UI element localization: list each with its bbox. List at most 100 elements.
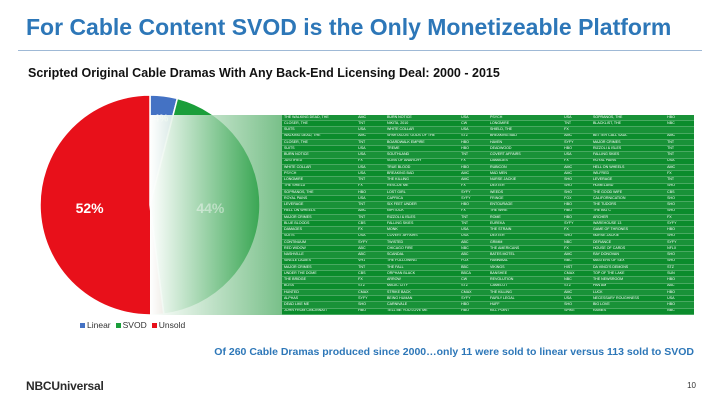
table-cell: SHO: [562, 176, 591, 184]
table-cell: BURN NOTICE: [282, 151, 357, 159]
table-row: JOHN FROM CINCINNATI HBO TELL ME YOU LOVE …: [282, 308, 694, 316]
table-cell: DEXTER: [487, 233, 563, 240]
table-cell: USA: [459, 115, 488, 122]
table-cell: LUCK: [590, 289, 666, 297]
table-cell: USA: [459, 233, 488, 240]
table-cell: SHO: [665, 233, 694, 240]
table-cell: TNT: [459, 214, 488, 222]
legend-swatch-linear: [80, 322, 85, 328]
table-cell: THE KILLING: [487, 289, 563, 297]
table-cell: BBCA: [459, 270, 488, 278]
table-cell: FX: [562, 245, 591, 253]
table-cell: TNT: [459, 220, 488, 228]
table-cell: SYFY: [665, 220, 694, 228]
table-cell: AMC: [562, 133, 591, 140]
table-row: MAJOR CRIMES TNT RIZZOLI & ISLES TNT ROME HBO…: [282, 214, 694, 222]
table-cell: STZ: [562, 283, 591, 290]
table-row: LONGMIRE TNT THE KILLING AMC NURSE JACKIE SHO…: [282, 176, 694, 184]
table-cell: AMC: [562, 251, 591, 259]
table-cell: CBS: [356, 270, 385, 278]
table-cell: WILFRED: [590, 170, 666, 178]
table-cell: SHO: [562, 233, 591, 240]
table-cell: HBO: [665, 289, 694, 297]
table-cell: TWISTED: [384, 239, 460, 247]
table-cell: NBC: [459, 245, 488, 253]
table-cell: SOPRANOS, THE: [590, 115, 666, 122]
table-cell: TNT: [356, 120, 385, 128]
pie-label-unsold: 52%: [76, 200, 105, 216]
table-cell: BEING HUMAN: [384, 295, 460, 303]
table-row: MAJOR CRIMES TNT THE FALL BBC VIKINGS HIST DA …: [282, 264, 694, 272]
table-cell: BBC: [459, 264, 488, 272]
table-cell: CAPRICA: [384, 195, 460, 203]
slide-title: For Cable Content SVOD is the Only Monet…: [26, 14, 672, 40]
table-cell: MAD MEN: [487, 170, 563, 178]
table-row: LEVERAGE TNT SIX FEET UNDER HBO ENTOURAGE HBO…: [282, 201, 694, 209]
table-row: ALPHAS SYFY BEING HUMAN SYFY FAIRLY LEGAL USA…: [282, 295, 694, 303]
table-cell: HBO: [356, 189, 385, 197]
legend-item-linear: Linear: [80, 320, 111, 330]
pie-slice-unsold: [39, 95, 165, 316]
table-cell: CALIFORNICATION: [590, 195, 666, 203]
table-cell: SHO: [562, 189, 591, 197]
table-cell: HOMELAND: [590, 183, 666, 190]
table-cell: TNT: [562, 120, 591, 128]
table-row: DEAD LIKE ME SHO CARNIVALE HBO HUFF SHO BIG LO…: [282, 301, 694, 309]
table-cell: AMC: [356, 208, 385, 215]
table-cell: SOUTHLAND: [384, 151, 460, 159]
table-row: CLOSER, THE TNT NIKITA, 2010 CW LONGMIRE TNT B…: [282, 120, 694, 128]
table-row: SUITS USA TREME HBO DEADWOOD HBO RIZZOLI & ISL…: [282, 145, 694, 153]
table-cell: HELL ON WHEELS: [590, 164, 666, 172]
table-cell: FX: [665, 170, 694, 178]
table-cell: FALLING SKIES: [384, 220, 460, 228]
table-cell: THE AMERICANS: [487, 245, 563, 253]
table-cell: THE NEWSROOM: [590, 276, 666, 284]
table-cell: HBO: [459, 308, 488, 316]
table-cell: CMAX: [356, 289, 385, 297]
title-divider: [18, 50, 702, 51]
table-cell: NECESSARY ROUGHNESS: [590, 295, 666, 303]
table-cell: AMC: [665, 133, 694, 140]
table-cell: DEXTER: [487, 183, 563, 190]
table-cell: USA: [665, 158, 694, 165]
table-cell: WHITE COLLAR: [282, 164, 357, 172]
table-row: PSYCH USA BREAKING BAD AMC MAD MEN AMC WILFRED…: [282, 170, 694, 178]
table-cell: NBC: [562, 276, 591, 284]
table-cell: SYFY: [562, 139, 591, 147]
legend-item-svod: SVOD: [115, 320, 147, 330]
table-cell: HBO: [665, 301, 694, 309]
table-cell: USA: [356, 170, 385, 178]
table-cell: CAMELOT: [487, 283, 563, 290]
legend-item-unsold: Unsold: [151, 320, 185, 330]
table-cell: ROYAL PAINS: [282, 195, 357, 203]
table-cell: THE BRIDGE: [282, 276, 357, 284]
table-cell: TNT: [356, 264, 385, 272]
table-cell: NIKITA, 2010: [384, 120, 460, 128]
table-cell: TNT: [356, 139, 385, 147]
table-cell: SHO: [665, 183, 694, 190]
table-cell: FALLING SKIES: [590, 151, 666, 159]
table-cell: THE KILLING: [384, 176, 460, 184]
table-cell: CBS: [665, 189, 694, 197]
table-cell: TNT: [459, 151, 488, 159]
table-cell: [665, 126, 694, 134]
chart-legend: Linear SVOD Unsold: [80, 320, 185, 330]
table-cell: ABC: [665, 283, 694, 290]
table-cell: DEAD LIKE ME: [282, 301, 357, 309]
table-cell: SHO: [665, 208, 694, 215]
table-cell: THE SHIELD: [282, 183, 357, 190]
table-cell: HIST: [562, 264, 591, 272]
table-cell: ABC: [459, 239, 488, 247]
table-cell: ABC: [459, 251, 488, 259]
table-cell: COVERT AFFAIRS: [384, 233, 460, 240]
table-cell: THE TUDORS: [590, 201, 666, 209]
table-cell: NBC: [562, 239, 591, 247]
table-cell: FX: [459, 208, 488, 215]
table-cell: FX: [562, 226, 591, 234]
table-cell: WALKING DEAD, THE: [282, 133, 357, 140]
legend-label-linear: Linear: [87, 320, 111, 330]
table-cell: CHICAGO FIRE: [384, 245, 460, 253]
table-cell: TNT: [665, 139, 694, 147]
table-cell: HBO: [459, 139, 488, 147]
table-cell: ALPHAS: [282, 295, 357, 303]
